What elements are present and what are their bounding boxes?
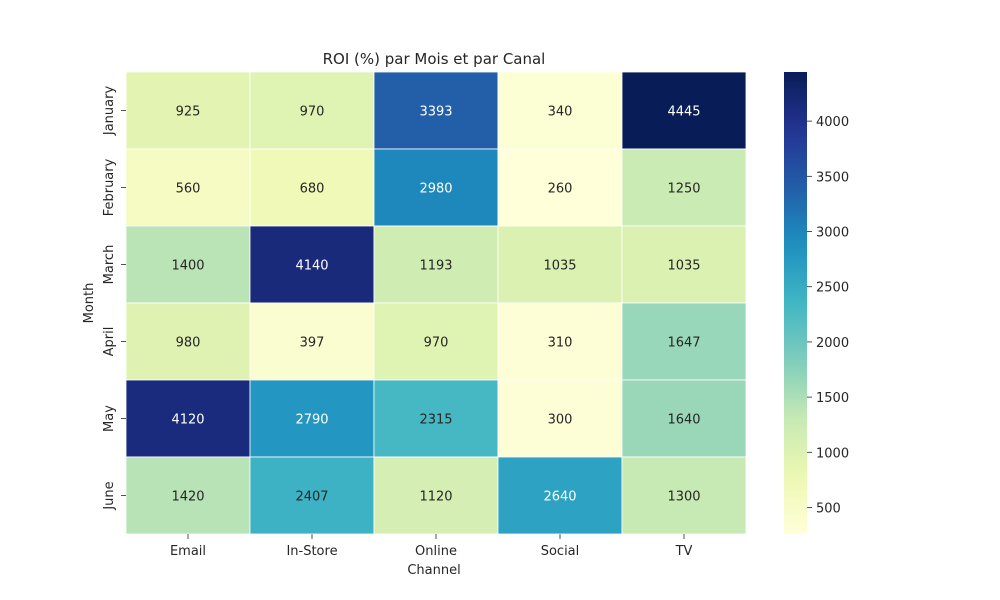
heatmap-cell — [373, 379, 499, 458]
cell-value-label: 970 — [424, 336, 449, 351]
heatmap-cell — [497, 225, 623, 304]
heatmap-cell — [497, 302, 623, 381]
colorbar-tick-label: 4000 — [816, 115, 849, 130]
cell-value-label: 2315 — [419, 413, 452, 428]
cell-value-label: 1193 — [419, 259, 452, 274]
heatmap-cell — [373, 225, 499, 304]
cell-value-label: 1420 — [171, 490, 204, 505]
x-tick-label: TV — [675, 544, 693, 559]
cell-value-label: 1640 — [667, 413, 700, 428]
x-axis-ticks: Email In-Store Online Social TV — [170, 534, 693, 559]
y-tick-label: May — [102, 405, 117, 432]
y-tick-label: February — [102, 158, 117, 216]
cell-value-label: 3393 — [419, 105, 452, 120]
cell-value-label: 980 — [176, 336, 201, 351]
heatmap-cell — [249, 456, 375, 535]
cell-value-label: 397 — [300, 336, 325, 351]
y-axis-ticks: January February March April May June — [102, 86, 126, 511]
cell-value-label: 1647 — [667, 336, 700, 351]
heatmap-cell — [373, 148, 499, 227]
y-tick-label: March — [102, 245, 117, 285]
x-axis-title: Channel — [407, 563, 460, 578]
heatmap-cell — [249, 379, 375, 458]
heatmap-cell — [497, 456, 623, 535]
cell-value-label: 1300 — [667, 490, 700, 505]
x-tick-label: Online — [415, 544, 457, 559]
cell-value-label: 970 — [300, 105, 325, 120]
cell-value-label: 2980 — [419, 182, 452, 197]
colorbar-gradient — [784, 72, 807, 534]
heatmap-cell — [621, 379, 747, 458]
heatmap-cell — [125, 379, 251, 458]
cell-value-label: 2407 — [295, 490, 328, 505]
cell-value-label: 680 — [300, 182, 325, 197]
cell-value-label: 310 — [548, 336, 573, 351]
cell-value-label: 4140 — [295, 259, 328, 274]
heatmap-cell — [373, 71, 499, 150]
heatmap-cell — [621, 225, 747, 304]
y-axis-title: Month — [82, 283, 97, 324]
colorbar-tick-label: 2500 — [816, 281, 849, 296]
heatmap-cell — [621, 302, 747, 381]
x-tick-label: Social — [541, 544, 580, 559]
cell-value-label: 1120 — [419, 490, 452, 505]
cell-value-label: 4445 — [667, 105, 700, 120]
cell-value-label: 2640 — [543, 490, 576, 505]
colorbar-tick-label: 500 — [816, 502, 841, 517]
colorbar: 500 1000 1500 2000 2500 3000 3500 4000 — [784, 72, 849, 534]
colorbar-tick-label: 1000 — [816, 446, 849, 461]
cell-value-label: 260 — [548, 182, 573, 197]
heatmap-cell — [249, 302, 375, 381]
y-tick-label: January — [102, 86, 117, 137]
cell-value-label: 4120 — [171, 413, 204, 428]
cell-value-label: 1035 — [667, 259, 700, 274]
colorbar-tick-label: 3500 — [816, 170, 849, 185]
heatmap-cell — [125, 148, 251, 227]
y-tick-label: April — [102, 327, 117, 357]
cell-value-label: 925 — [176, 105, 201, 120]
cell-value-label: 1035 — [543, 259, 576, 274]
heatmap-cell — [373, 456, 499, 535]
x-tick-label: In-Store — [286, 544, 337, 559]
heatmap-cell — [621, 71, 747, 150]
colorbar-tick-label: 2000 — [816, 336, 849, 351]
heatmap-cell — [497, 71, 623, 150]
y-tick-label: June — [102, 481, 117, 510]
colorbar-tick-label: 1500 — [816, 391, 849, 406]
cell-value-label: 340 — [548, 105, 573, 120]
chart-title: ROI (%) par Mois et par Canal — [323, 50, 546, 68]
heatmap-cell — [125, 71, 251, 150]
cell-value-label: 1400 — [171, 259, 204, 274]
heatmap-cell — [249, 225, 375, 304]
cell-value-label: 2790 — [295, 413, 328, 428]
heatmap-cells: 925 970 3393 340 4445 560 680 2980 260 1250 1400 41… — [125, 71, 747, 535]
x-tick-label: Email — [170, 544, 206, 559]
heatmap-cell — [621, 456, 747, 535]
cell-value-label: 300 — [548, 413, 573, 428]
heatmap-cell — [621, 148, 747, 227]
cell-value-label: 560 — [176, 182, 201, 197]
cell-value-label: 1250 — [667, 182, 700, 197]
heatmap-cell — [249, 71, 375, 150]
heatmap-cell — [373, 302, 499, 381]
colorbar-tick-label: 3000 — [816, 226, 849, 241]
